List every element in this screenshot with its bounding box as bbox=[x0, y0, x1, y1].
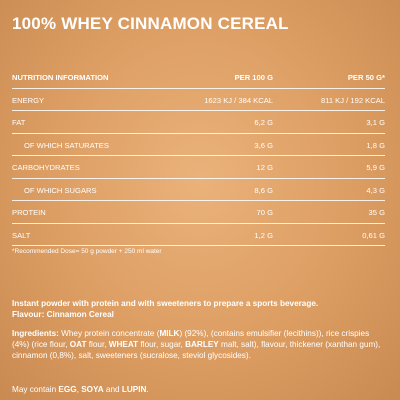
table-cell: 12 G bbox=[256, 163, 273, 172]
table-cell: 35 G bbox=[368, 208, 385, 217]
header-cell: PER 100 G bbox=[234, 73, 273, 82]
header-cell: PER 50 G* bbox=[347, 73, 385, 82]
text-segment: SOYA bbox=[81, 385, 104, 394]
table-cell: 8,6 G bbox=[254, 185, 273, 195]
nutrition-table: NUTRITION INFORMATION PER 100 G PER 50 G* E… bbox=[12, 66, 385, 246]
header-cell: NUTRITION INFORMATION bbox=[12, 73, 109, 82]
table-cell: 0,61 G bbox=[362, 230, 385, 240]
table-cell: OF WHICH SUGARS bbox=[24, 185, 97, 195]
allergens: May contain EGG, SOYA and LUPIN. bbox=[12, 385, 388, 394]
description: Instant powder with protein and with swe… bbox=[12, 298, 388, 320]
table-cell: PROTEIN bbox=[12, 208, 46, 217]
table-row: OF WHICH SUGARS 8,6 G 4,3 G bbox=[12, 179, 385, 201]
text-segment: ) (92%), (contains emulsifier (lecithins… bbox=[12, 329, 370, 349]
text-segment: May contain bbox=[12, 385, 59, 394]
text-segment: Ingredients: bbox=[12, 329, 59, 338]
table-row: ENERGY 1623 KJ / 384 KCAL 811 KJ / 192 KCA… bbox=[12, 89, 385, 111]
text-segment: malt, salt), flavour, thickener (xanthan… bbox=[12, 340, 381, 360]
table-row: SALT 1,2 G 0,61 G bbox=[12, 224, 385, 246]
text-segment: WHEAT bbox=[108, 340, 139, 349]
description-line: Flavour: Cinnamon Cereal bbox=[12, 310, 114, 319]
table-cell: 3,6 G bbox=[254, 140, 273, 150]
text-segment: . bbox=[146, 385, 149, 394]
table-header: NUTRITION INFORMATION PER 100 G PER 50 G* bbox=[12, 66, 385, 89]
text-segment: flour, bbox=[86, 340, 109, 349]
table-row: PROTEIN 70 G 35 G bbox=[12, 201, 385, 224]
table-cell: 6,2 G bbox=[254, 118, 273, 127]
product-title: 100% WHEY CINNAMON CEREAL bbox=[12, 14, 289, 33]
table-cell: 1623 KJ / 384 KCAL bbox=[204, 95, 273, 105]
table-cell: 811 KJ / 192 KCAL bbox=[320, 95, 385, 105]
table-row: CARBOHYDRATES 12 G 5,9 G bbox=[12, 156, 385, 179]
text-segment: and bbox=[103, 385, 122, 394]
table-cell: 4,3 G bbox=[366, 185, 385, 195]
ingredients: Ingredients: Whey protein concentrate (M… bbox=[12, 328, 388, 361]
table-cell: CARBOHYDRATES bbox=[12, 163, 80, 172]
footnote: *Recommended Dose= 50 g powder + 250 ml … bbox=[12, 248, 162, 255]
text-segment: BARLEY bbox=[185, 340, 219, 349]
description-line: Instant powder with protein and with swe… bbox=[12, 299, 319, 308]
table-cell: 1,2 G bbox=[254, 230, 273, 240]
table-cell: 1,8 G bbox=[366, 140, 385, 150]
table-cell: 3,1 G bbox=[366, 118, 385, 127]
table-row: OF WHICH SATURATES 3,6 G 1,8 G bbox=[12, 134, 385, 156]
text-segment: Whey protein concentrate ( bbox=[58, 329, 160, 338]
table-cell: SALT bbox=[12, 230, 31, 240]
table-cell: ENERGY bbox=[12, 95, 45, 105]
table-row: FAT 6,2 G 3,1 G bbox=[12, 111, 385, 134]
text-segment: OAT bbox=[69, 340, 87, 349]
table-cell: FAT bbox=[12, 118, 26, 127]
text-segment: MILK bbox=[159, 329, 180, 338]
table-cell: 5,9 G bbox=[366, 163, 385, 172]
table-cell: 70 G bbox=[256, 208, 273, 217]
text-segment: flour, sugar, bbox=[138, 340, 186, 349]
text-segment: EGG bbox=[58, 385, 77, 394]
text-segment: LUPIN bbox=[121, 385, 147, 394]
table-cell: OF WHICH SATURATES bbox=[24, 140, 109, 150]
text-segment: , bbox=[76, 385, 82, 394]
